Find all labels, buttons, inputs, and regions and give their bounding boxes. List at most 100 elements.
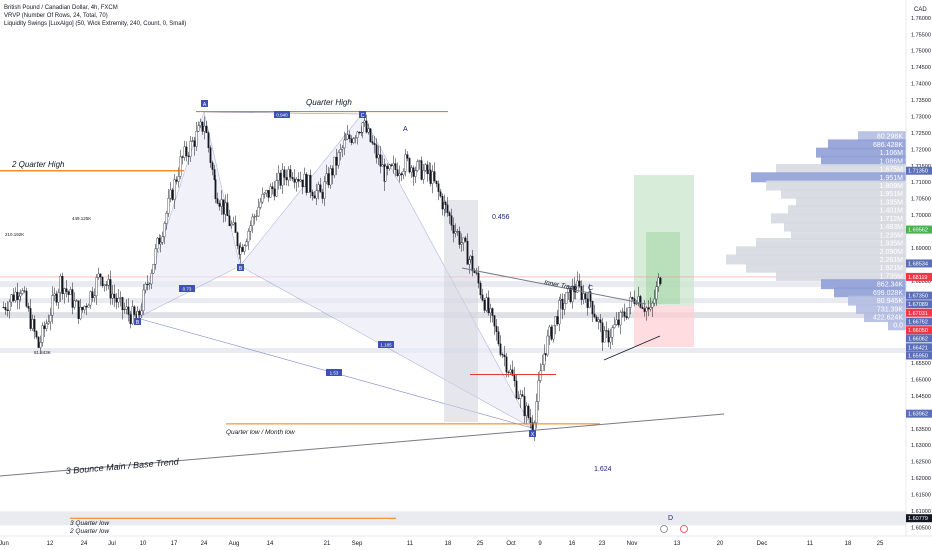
candle-body bbox=[222, 199, 225, 215]
volume-profile-bar bbox=[828, 139, 906, 150]
volume-profile-bar bbox=[864, 312, 906, 323]
candle-body bbox=[348, 134, 351, 139]
price-tag bbox=[906, 291, 932, 300]
candle-body bbox=[31, 319, 34, 329]
drawing-lines bbox=[0, 110, 725, 519]
time-tick-label: 23 bbox=[599, 541, 606, 547]
volume-profile-label: 1.951M bbox=[880, 175, 904, 182]
pattern-point-label: B bbox=[239, 266, 243, 272]
time-tick-label: 24 bbox=[81, 541, 88, 547]
price-tick-label: 1.62000 bbox=[911, 476, 931, 482]
time-axis[interactable]: Jun 12 24 Jul 10 17 24 Aug 14 21 Sep 11 18 25 Oct 9 16 23… bbox=[0, 535, 932, 547]
volume-profile-bar bbox=[856, 303, 906, 314]
candle-body bbox=[81, 307, 84, 311]
candle-body bbox=[561, 298, 564, 310]
volume-profile-label: 1.935M bbox=[880, 241, 904, 248]
price-tag-label: 1.66421 bbox=[908, 345, 928, 351]
candle-body bbox=[109, 279, 112, 299]
volume-profile-bar bbox=[796, 196, 906, 207]
candle-body bbox=[462, 237, 465, 243]
candle-body bbox=[253, 216, 256, 218]
price-tick-label: 1.60500 bbox=[911, 525, 931, 531]
event-icon bbox=[660, 525, 668, 533]
candle-body bbox=[456, 231, 459, 233]
candle-body bbox=[525, 405, 528, 416]
candle-body bbox=[623, 311, 626, 317]
pattern-ratio-marker bbox=[179, 285, 195, 292]
candle-body bbox=[578, 280, 581, 287]
candle-body bbox=[439, 191, 442, 197]
candle-body bbox=[416, 161, 419, 171]
candle-body bbox=[384, 165, 387, 182]
candle-body bbox=[497, 331, 500, 345]
candle-body bbox=[299, 179, 302, 182]
candle-body bbox=[653, 298, 656, 304]
candle-body bbox=[136, 311, 139, 320]
symbol-title[interactable]: British Pound / Canadian Dollar, 4h, FXC… bbox=[4, 5, 118, 11]
price-tag-label: 1.60779 bbox=[908, 516, 928, 522]
volume-profile-label: 1.951M bbox=[880, 191, 904, 198]
candle-body bbox=[586, 298, 589, 308]
candle-body bbox=[377, 154, 380, 159]
candle-body bbox=[218, 203, 221, 207]
candle-body bbox=[247, 231, 250, 242]
candle-body bbox=[511, 369, 514, 376]
time-tick-label: Sep bbox=[352, 541, 363, 547]
time-tick-label: 9 bbox=[538, 541, 542, 547]
time-tick-label: Nov bbox=[627, 541, 638, 547]
candle-body bbox=[621, 311, 624, 313]
inner-trend-line bbox=[461, 267, 647, 305]
candle-body bbox=[569, 287, 572, 302]
candle-body bbox=[321, 191, 324, 199]
ratio-label: 0.456 bbox=[492, 214, 510, 221]
candle-body bbox=[521, 394, 524, 397]
liquidity-label: 210.192K bbox=[5, 232, 24, 237]
volume-profile-label: 1.735M bbox=[880, 273, 904, 280]
price-tag-label: 1.63962 bbox=[908, 412, 928, 418]
candle-body bbox=[317, 184, 320, 191]
candle-body bbox=[479, 282, 482, 296]
price-tick-label: 1.62500 bbox=[911, 460, 931, 466]
support-trend-line bbox=[603, 335, 661, 361]
candle-body bbox=[400, 173, 403, 176]
candle-body bbox=[207, 132, 210, 148]
candle-body bbox=[392, 163, 395, 166]
candle-body bbox=[29, 308, 32, 329]
pattern-point-marker bbox=[201, 100, 208, 107]
price-axis[interactable]: CAD 1.76000 1.75500 1.75000 1.74500 1.74000 1.… bbox=[905, 0, 932, 550]
time-tick-label: Dec bbox=[757, 541, 768, 547]
candle-body bbox=[191, 140, 194, 142]
candle-body bbox=[127, 306, 130, 315]
candle-body bbox=[491, 308, 494, 316]
alert-icon bbox=[680, 525, 688, 533]
candle-body bbox=[593, 313, 596, 318]
candle-body bbox=[607, 330, 610, 343]
pattern-ratio-label: 1.53 bbox=[330, 371, 339, 376]
time-tick-label: 13 bbox=[674, 541, 681, 547]
candle-body bbox=[625, 316, 628, 318]
candle-body bbox=[443, 202, 446, 210]
volume-profile-bar bbox=[821, 279, 906, 290]
candle-body bbox=[404, 154, 407, 172]
candle-body bbox=[251, 216, 254, 226]
candle-body bbox=[659, 277, 662, 284]
candle-body bbox=[565, 292, 568, 304]
candle-body bbox=[111, 293, 114, 299]
candle-body bbox=[224, 202, 227, 215]
candle-body bbox=[205, 125, 208, 133]
candle-body bbox=[629, 297, 632, 308]
pattern-point-marker bbox=[529, 430, 536, 437]
price-tag bbox=[906, 409, 932, 418]
price-tag bbox=[906, 351, 932, 360]
candle-body bbox=[475, 272, 478, 274]
candle-body bbox=[558, 300, 561, 325]
candle-body bbox=[6, 309, 9, 312]
indicator-liquidity-swings[interactable]: Liquidity Swings [LuxAlgo] (50, Wick Ext… bbox=[4, 21, 187, 27]
candle-body bbox=[481, 294, 484, 301]
price-tag-label: 1.67089 bbox=[908, 302, 928, 308]
price-tag bbox=[906, 300, 932, 309]
indicator-vrvp[interactable]: VRVP (Number Of Rows, 24, Total, 70) bbox=[4, 13, 108, 19]
candle-body bbox=[267, 190, 270, 198]
volume-profile-bar bbox=[784, 221, 906, 232]
